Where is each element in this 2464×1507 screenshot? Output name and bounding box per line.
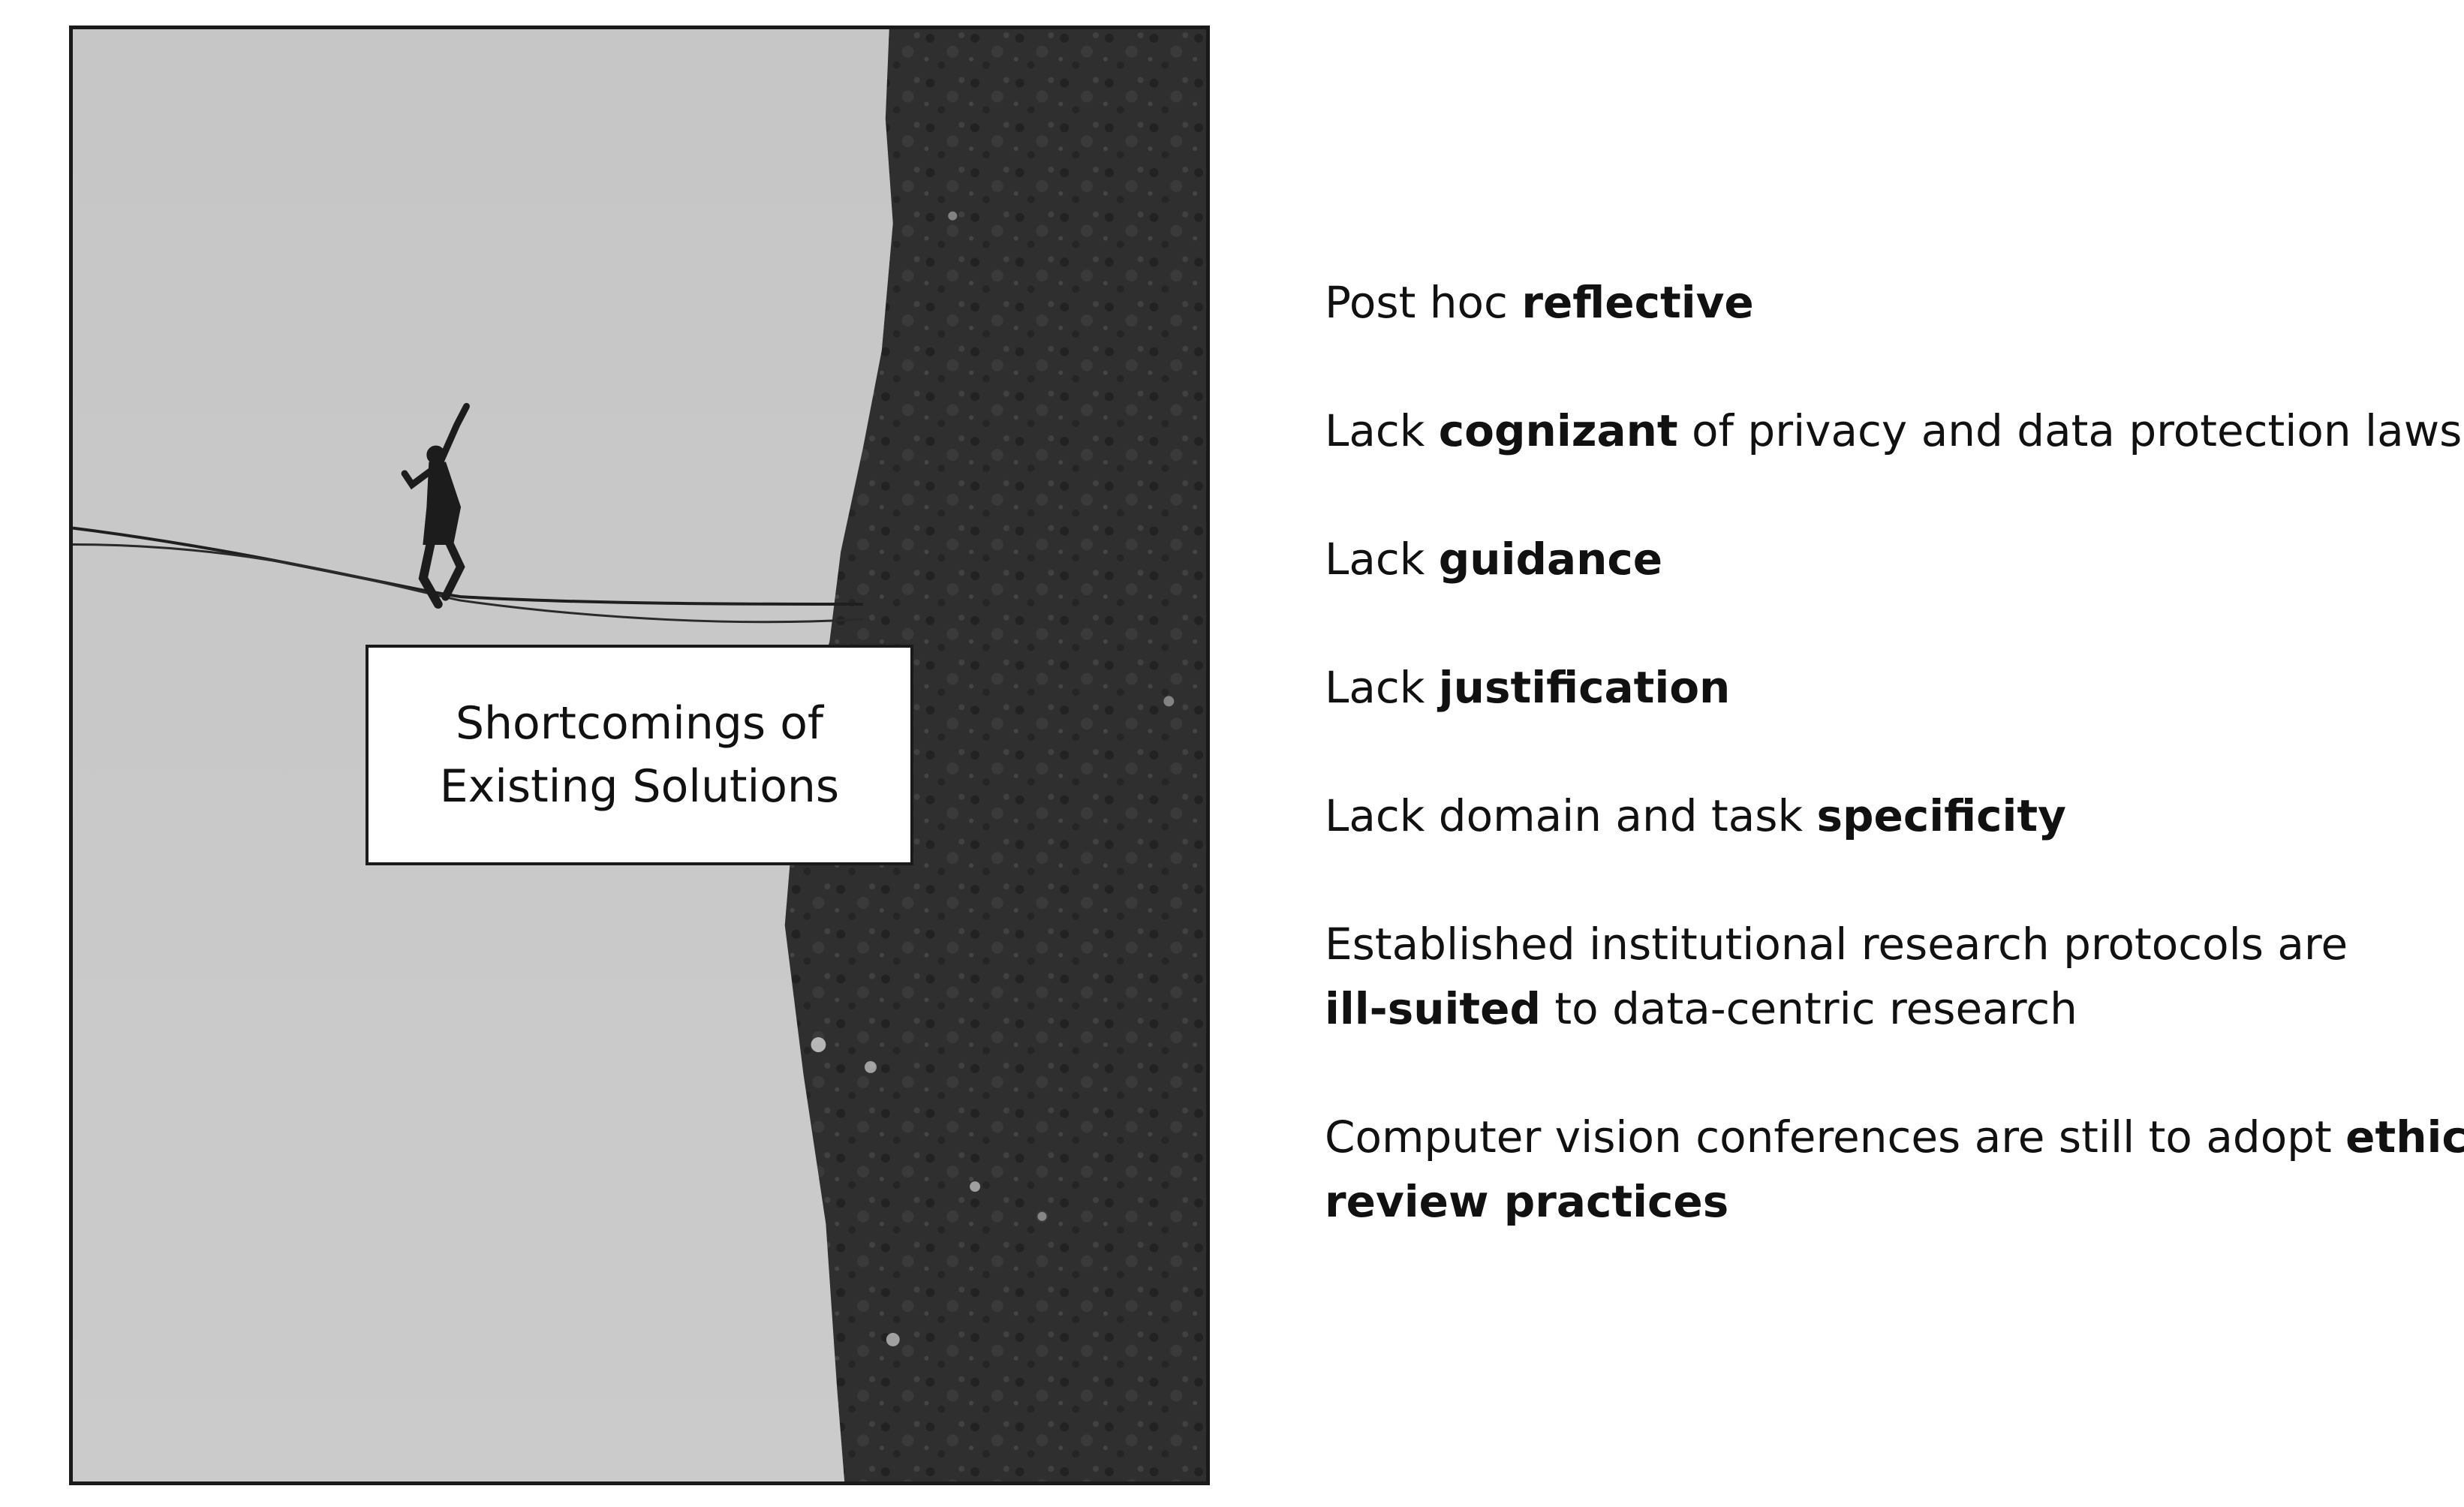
item-text: Lack: [1325, 405, 1439, 456]
item-text: Computer vision conferences are still to…: [1325, 1111, 2346, 1163]
list-item-ethics-review: Computer vision conferences are still to…: [1325, 1105, 2464, 1234]
item-bold: specificity: [1816, 790, 2066, 841]
item-text-rest: to data-centric research: [1541, 983, 2077, 1034]
item-text: Post hoc: [1325, 277, 1522, 328]
item-bold: ethics: [2345, 1111, 2464, 1163]
shortcomings-title-box: Shortcomings of Existing Solutions: [366, 645, 913, 865]
item-line-2: ill-suited to data-centric research: [1325, 976, 2450, 1041]
item-bold: ill-suited: [1325, 983, 1541, 1034]
slackliner-figure: [401, 402, 470, 609]
item-text-rest: of privacy and data protection laws: [1677, 405, 2462, 456]
item-text: Lack: [1325, 534, 1439, 585]
item-bold: justification: [1438, 662, 1731, 713]
item-bold: guidance: [1438, 534, 1663, 585]
list-item-justification: Lack justification: [1325, 655, 2450, 720]
list-item-guidance: Lack guidance: [1325, 527, 2450, 591]
rock-face: [784, 29, 1206, 1481]
item-bold: review practices: [1325, 1176, 1729, 1227]
item-text: Lack domain and task: [1325, 790, 1817, 841]
list-item-ill-suited: Established institutional research proto…: [1325, 912, 2450, 1041]
item-bold: cognizant: [1438, 405, 1678, 456]
item-line-1: Established institutional research proto…: [1325, 919, 2348, 970]
list-item-reflective: Post hoc reflective: [1325, 270, 2450, 335]
item-line-2: review practices: [1325, 1169, 2450, 1234]
slackline-lower: [73, 543, 864, 624]
slackline-photo-illustration: [73, 29, 1206, 1481]
list-item-specificity: Lack domain and task specificity: [1325, 784, 2450, 848]
item-text: Lack: [1325, 662, 1439, 713]
title-line-1: Shortcomings of: [455, 697, 824, 750]
item-line-1: Computer vision conferences are still to…: [1325, 1105, 2464, 1169]
slackline-upper: [73, 526, 864, 606]
cliff-photo: [69, 26, 1210, 1485]
shortcomings-list: Post hoc reflective Lack cognizant of pr…: [1325, 270, 2464, 1298]
list-item-cognizant: Lack cognizant of privacy and data prote…: [1325, 399, 2462, 463]
title-line-2: Existing Solutions: [439, 760, 840, 813]
item-bold: reflective: [1521, 277, 1754, 328]
